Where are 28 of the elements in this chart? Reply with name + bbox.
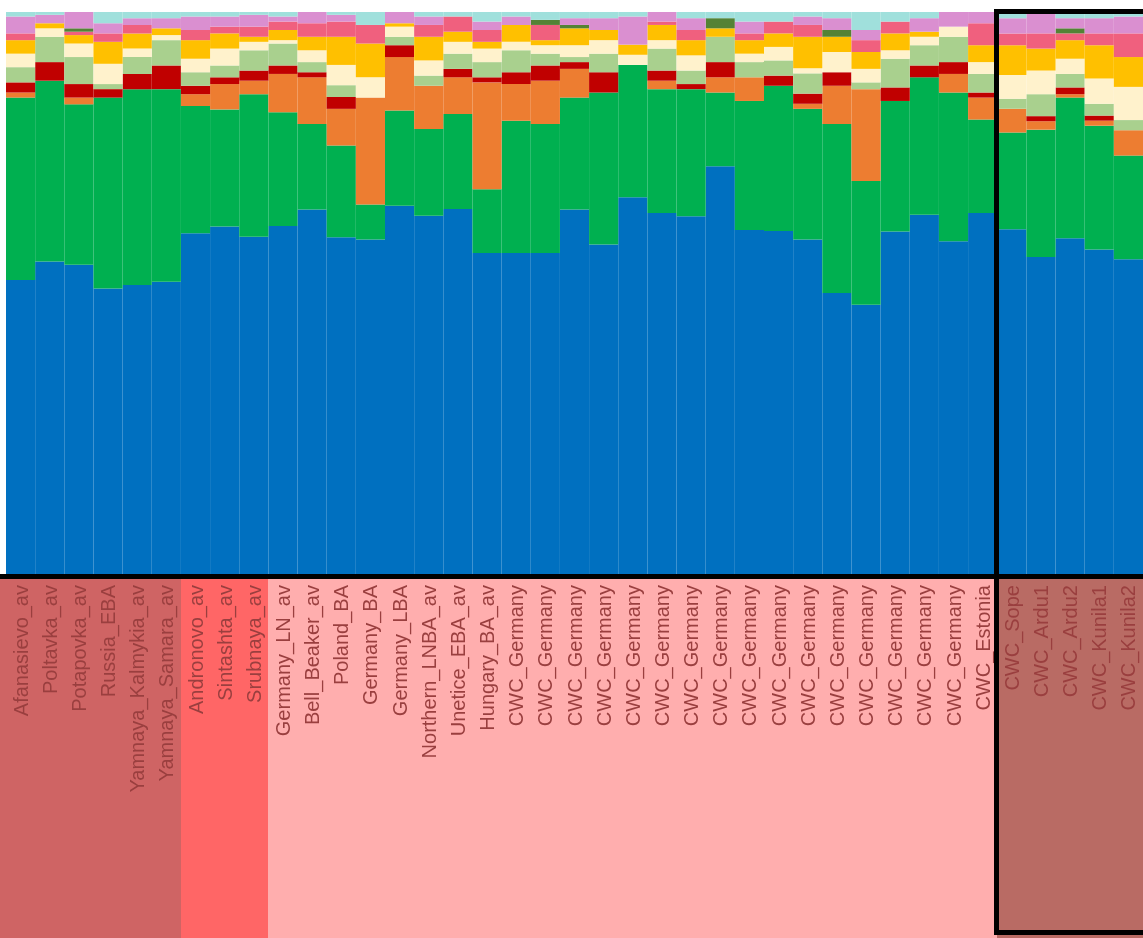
x-tick-label: CWC_Germany (738, 585, 762, 727)
x-tick-label: Northern_LNBA_av (417, 585, 441, 759)
x-tick-label: Unetice_EBA_av (446, 585, 470, 737)
x-tick-label: CWC_Germany (709, 585, 733, 727)
x-tick-label: Srubnaya_av (242, 585, 266, 703)
x-tick-label: CWC_Germany (767, 585, 791, 727)
x-tick-label: Germany_BA (359, 584, 383, 706)
x-tick-label: CWC_Germany (534, 585, 558, 727)
x-tick-label: CWC_Germany (680, 585, 704, 727)
x-tick-label: Hungary_BA_av (476, 585, 500, 731)
x-tick-label: CWC_Germany (884, 585, 908, 727)
x-tick-label: Germany_LN_av (271, 585, 295, 737)
x-tick-label: CWC_Germany (505, 585, 529, 727)
x-tick-label: CWC_Germany (592, 585, 616, 727)
x-tick-label: CWC_Germany (621, 585, 645, 727)
x-tick-label: CWC_Germany (855, 585, 879, 727)
x-tick-label: Poland_BA (330, 584, 354, 686)
x-tick-label: CWC_Germany (913, 585, 937, 727)
x-tick-label: CWC_Germany (563, 585, 587, 727)
x-tick-label: Sintashta_av (213, 585, 237, 701)
x-tick-label: CWC_Estonia (971, 584, 995, 711)
x-tick-label: Andronovo_av (184, 585, 208, 714)
x-tick-label: CWC_Germany (825, 585, 849, 727)
x-tick-label: Germany_LBA (388, 584, 412, 717)
x-tick-label: CWC_Germany (650, 585, 674, 727)
x-tick-label: CWC_Germany (942, 585, 966, 727)
x-tick-label: Bell_Beaker_av (301, 585, 325, 726)
x-tick-label: CWC_Germany (796, 585, 820, 727)
